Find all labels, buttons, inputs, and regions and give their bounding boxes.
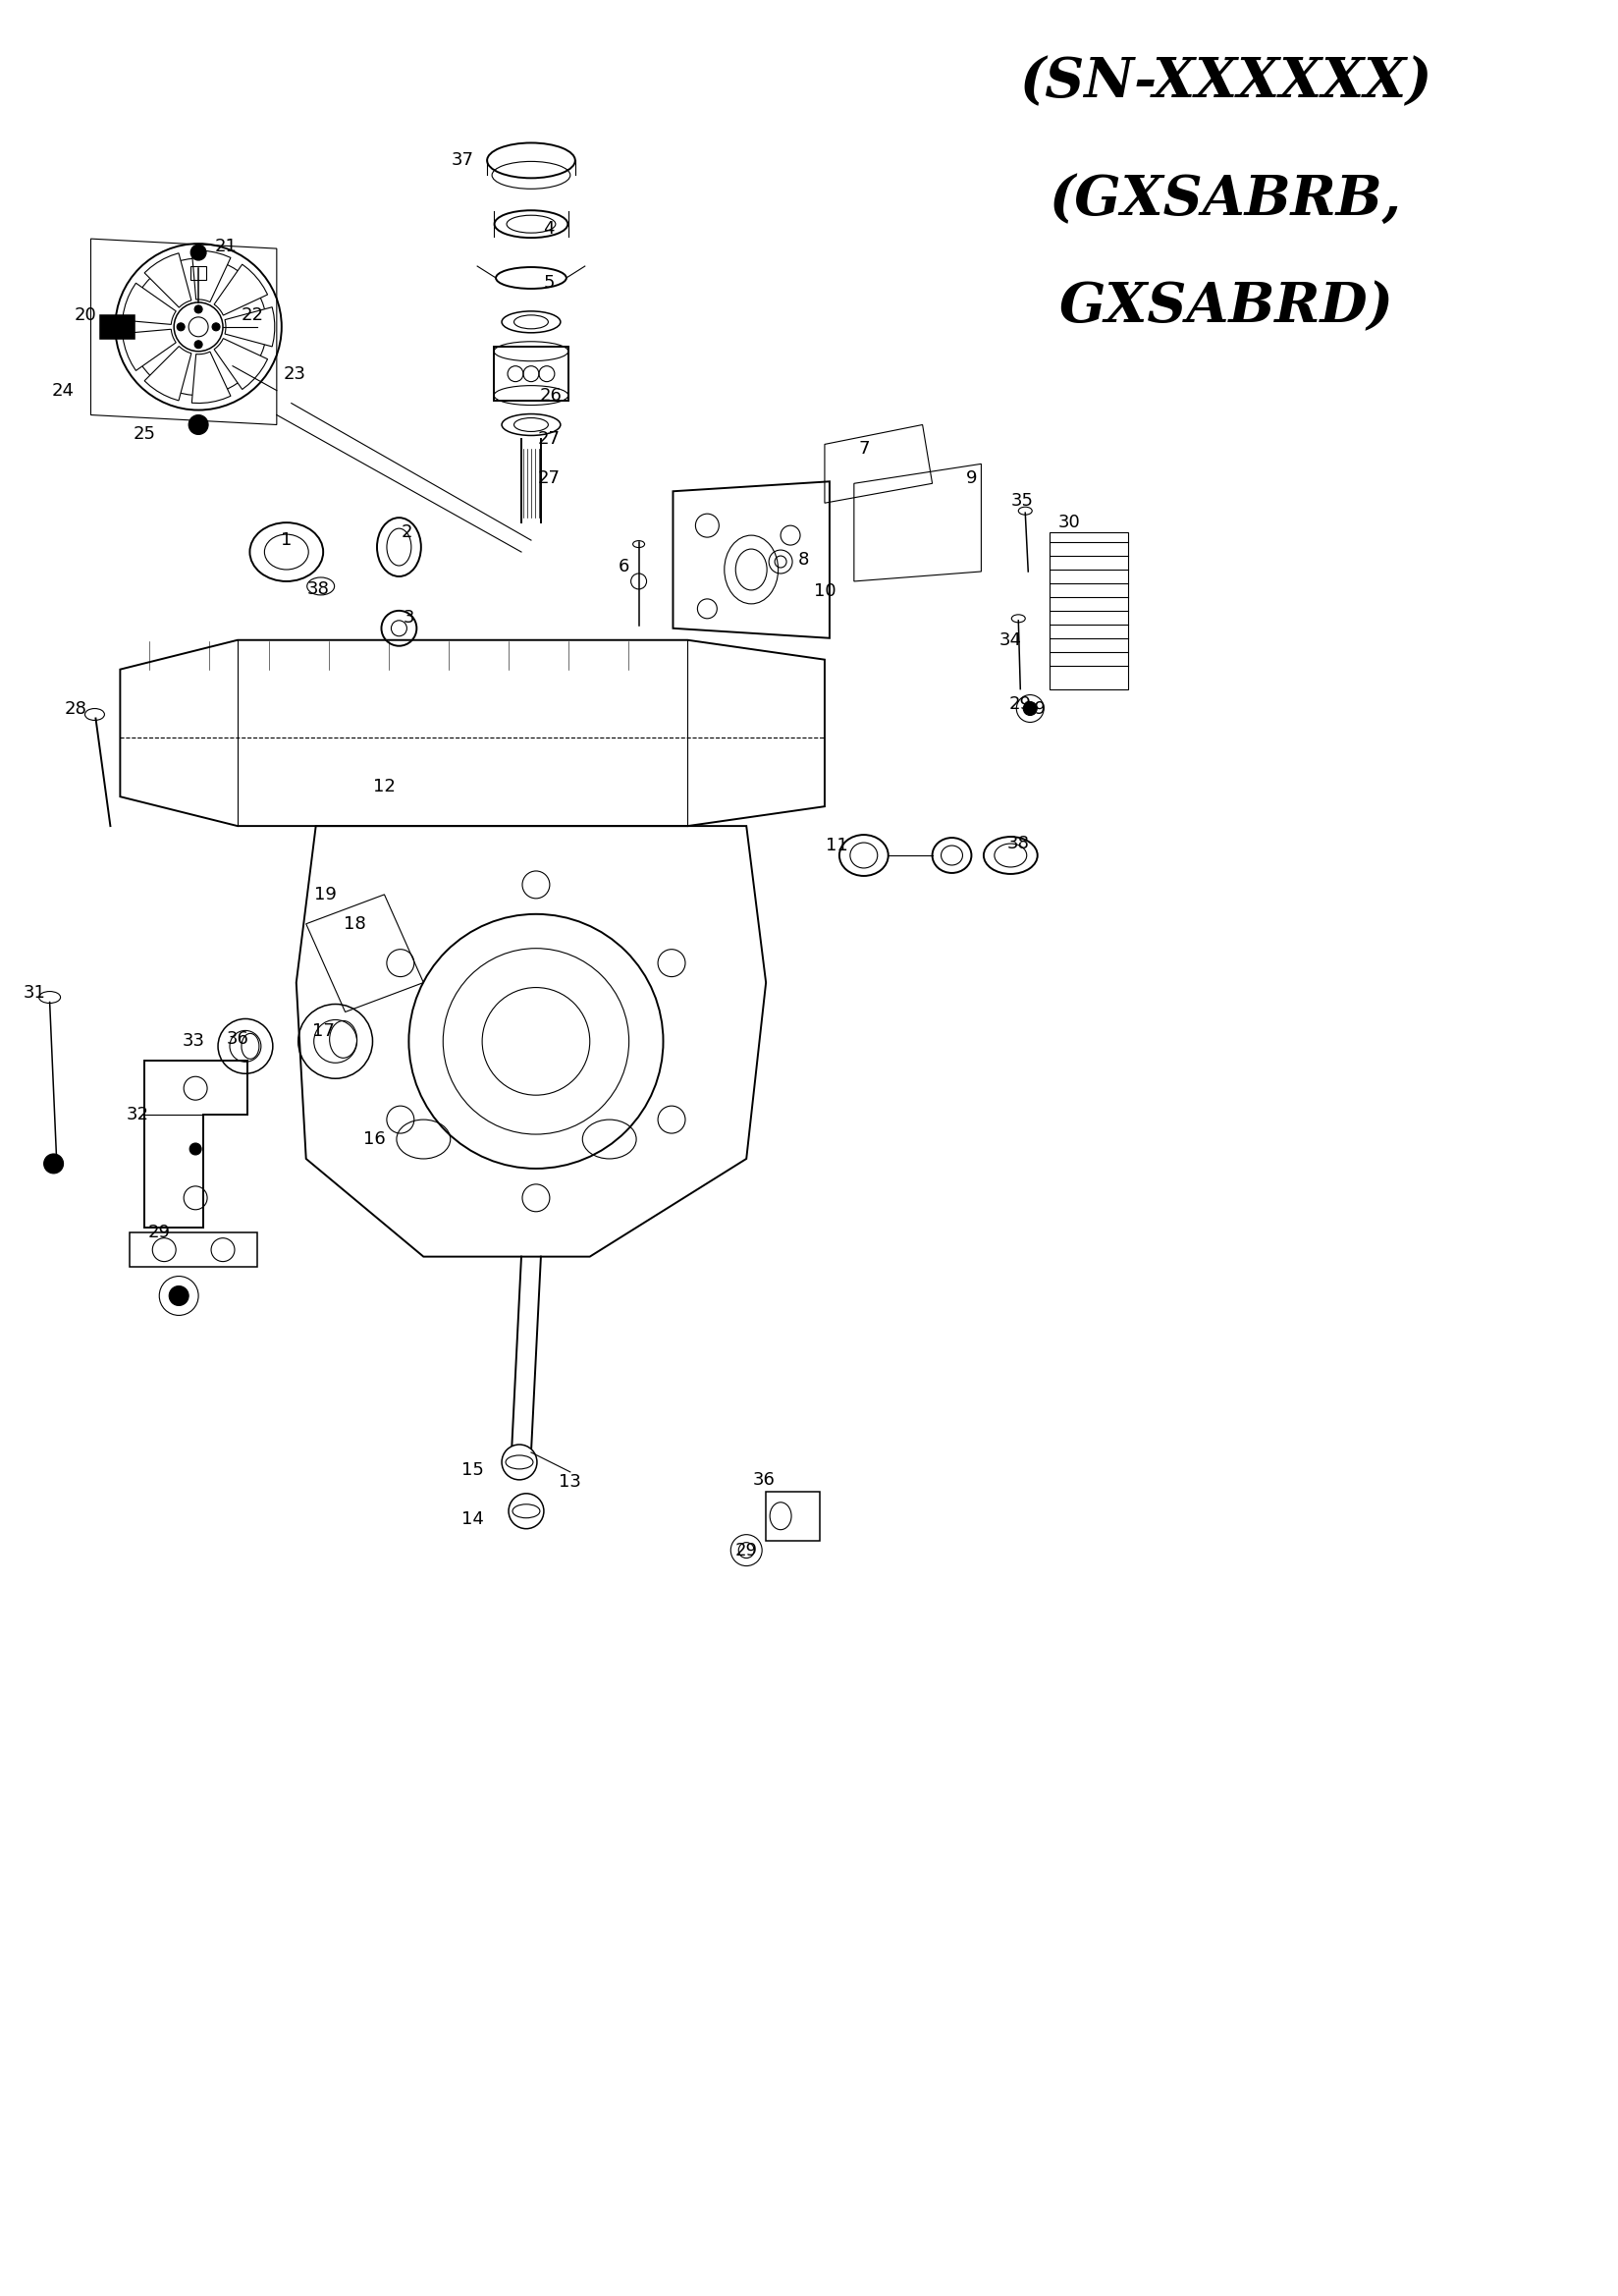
- Polygon shape: [193, 250, 231, 303]
- Polygon shape: [123, 328, 176, 370]
- Text: 1: 1: [282, 530, 293, 549]
- Bar: [129, 1233, 257, 1267]
- Circle shape: [194, 305, 202, 312]
- Text: 21: 21: [215, 239, 238, 255]
- Text: 8: 8: [798, 551, 809, 569]
- Text: 17: 17: [312, 1022, 335, 1040]
- Text: 19: 19: [314, 886, 337, 902]
- Circle shape: [502, 1444, 537, 1481]
- Text: 9: 9: [966, 471, 977, 487]
- Text: 38: 38: [1006, 836, 1029, 852]
- Text: 2: 2: [401, 523, 413, 542]
- Circle shape: [44, 1155, 63, 1173]
- Circle shape: [189, 416, 209, 434]
- Text: 27: 27: [537, 471, 560, 487]
- Text: 33: 33: [183, 1033, 205, 1049]
- Text: 29: 29: [735, 1541, 757, 1559]
- Text: 23: 23: [283, 365, 306, 383]
- Text: 12: 12: [374, 778, 395, 797]
- Text: 13: 13: [560, 1474, 581, 1490]
- Text: 5: 5: [544, 273, 555, 292]
- Text: 26: 26: [539, 386, 561, 404]
- Polygon shape: [214, 264, 267, 315]
- Polygon shape: [123, 282, 176, 324]
- Text: 16: 16: [364, 1130, 385, 1148]
- Text: 36: 36: [752, 1472, 775, 1488]
- Bar: [765, 1492, 820, 1541]
- Text: 30: 30: [1058, 514, 1081, 530]
- Text: 25: 25: [133, 425, 155, 443]
- Text: (SN-XXXXXX): (SN-XXXXXX): [1019, 55, 1432, 110]
- Polygon shape: [193, 351, 231, 404]
- Text: 31: 31: [23, 983, 45, 1001]
- Polygon shape: [144, 253, 191, 308]
- Circle shape: [175, 303, 223, 351]
- Circle shape: [1023, 703, 1037, 716]
- Polygon shape: [214, 338, 267, 390]
- Text: 34: 34: [1000, 631, 1023, 650]
- Text: 38: 38: [306, 581, 328, 597]
- Text: 7: 7: [858, 441, 869, 457]
- Text: 29: 29: [1024, 700, 1047, 716]
- Circle shape: [212, 324, 220, 331]
- Circle shape: [189, 317, 209, 338]
- Circle shape: [189, 1143, 201, 1155]
- Bar: [1050, 533, 1128, 689]
- Text: GXSABRD): GXSABRD): [1058, 280, 1393, 335]
- Text: 4: 4: [544, 220, 555, 239]
- Text: 3: 3: [403, 608, 414, 627]
- Text: 29: 29: [147, 1224, 170, 1242]
- Text: 36: 36: [227, 1031, 249, 1049]
- Text: (GXSABRB,: (GXSABRB,: [1050, 172, 1403, 227]
- Text: 6: 6: [618, 558, 629, 576]
- Text: 10: 10: [814, 583, 837, 599]
- Text: 15: 15: [461, 1460, 484, 1479]
- Circle shape: [176, 324, 184, 331]
- Text: 27: 27: [537, 432, 560, 448]
- Text: 14: 14: [461, 1511, 484, 1527]
- Bar: [100, 315, 134, 338]
- Bar: [191, 266, 205, 280]
- Circle shape: [168, 1286, 189, 1306]
- Circle shape: [191, 246, 205, 259]
- Polygon shape: [144, 347, 191, 400]
- Text: 20: 20: [74, 305, 97, 324]
- Text: 11: 11: [825, 836, 848, 854]
- Text: 29: 29: [1010, 696, 1032, 712]
- Text: 24: 24: [52, 381, 74, 400]
- Text: 32: 32: [126, 1107, 149, 1123]
- Bar: [493, 347, 568, 400]
- Text: 22: 22: [241, 305, 264, 324]
- Text: 37: 37: [451, 152, 474, 170]
- Polygon shape: [225, 308, 275, 347]
- Text: 35: 35: [1011, 491, 1034, 510]
- Text: 18: 18: [343, 916, 366, 932]
- Circle shape: [194, 340, 202, 349]
- Text: 28: 28: [65, 700, 87, 716]
